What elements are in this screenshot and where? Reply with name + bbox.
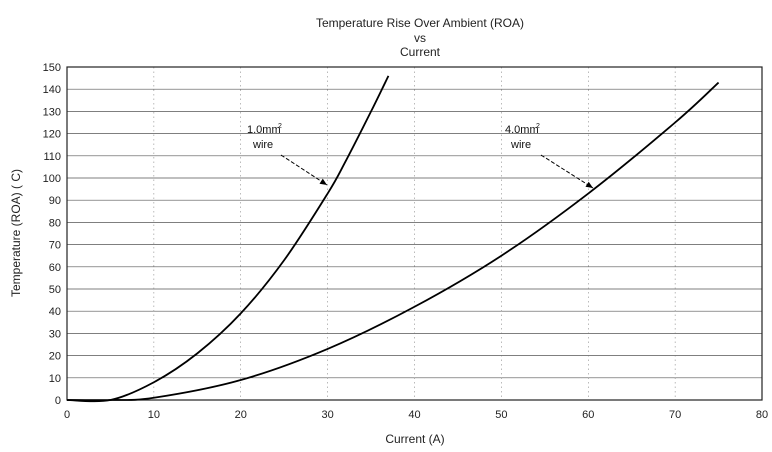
y-tick-label: 100 — [43, 173, 61, 185]
y-tick-label: 60 — [49, 262, 61, 274]
annotation-arrowhead-1 — [319, 178, 327, 185]
annotation-leader-2 — [540, 154, 594, 189]
x-tick-label: 30 — [322, 409, 334, 421]
x-tick-label: 10 — [148, 409, 160, 421]
x-axis-label: Current (A) — [385, 432, 445, 446]
series-line-1 — [66, 75, 390, 403]
x-tick-label: 50 — [495, 409, 507, 421]
annotation-superscript-2: 2 — [536, 123, 540, 130]
annotation-sublabel-1: wire — [252, 139, 273, 151]
annotation-label-1: 1.0mm — [247, 124, 281, 136]
y-tick-label: 30 — [49, 328, 61, 340]
y-tick-label: 10 — [49, 373, 61, 385]
x-tick-label: 20 — [235, 409, 247, 421]
annotation-arrowhead-2 — [585, 181, 593, 188]
y-tick-label: 50 — [49, 284, 61, 296]
y-tick-label: 40 — [49, 306, 61, 318]
chart-title-line-1: Temperature Rise Over Ambient (ROA) — [315, 16, 525, 30]
y-tick-label: 110 — [43, 151, 61, 163]
y-axis-label: Temperature (ROA) ( C) — [9, 168, 23, 298]
x-tick-label: 40 — [408, 409, 420, 421]
annotation-superscript-1: 2 — [278, 123, 282, 130]
plot-frame — [66, 66, 763, 401]
x-tick-label: 60 — [582, 409, 594, 421]
y-tick-label: 0 — [55, 395, 61, 407]
y-tick-label: 130 — [43, 106, 61, 118]
series-line-2 — [66, 81, 720, 402]
x-tick-label: 0 — [64, 409, 70, 421]
x-tick-label: 80 — [756, 409, 768, 421]
y-tick-label: 150 — [43, 62, 61, 74]
y-tick-label: 70 — [49, 240, 61, 252]
annotation-sublabel-2: wire — [510, 139, 531, 151]
chart-title-line-3: Current — [399, 45, 440, 59]
y-tick-label: 90 — [49, 195, 61, 207]
x-tick-label: 70 — [669, 409, 681, 421]
y-tick-label: 20 — [49, 351, 61, 363]
y-tick-label: 120 — [43, 129, 61, 141]
y-tick-label: 140 — [43, 84, 61, 96]
annotation-leader-1 — [280, 154, 328, 186]
y-tick-label: 80 — [49, 217, 61, 229]
annotation-label-2: 4.0mm — [505, 124, 539, 136]
chart-title-line-2: vs — [414, 31, 426, 45]
